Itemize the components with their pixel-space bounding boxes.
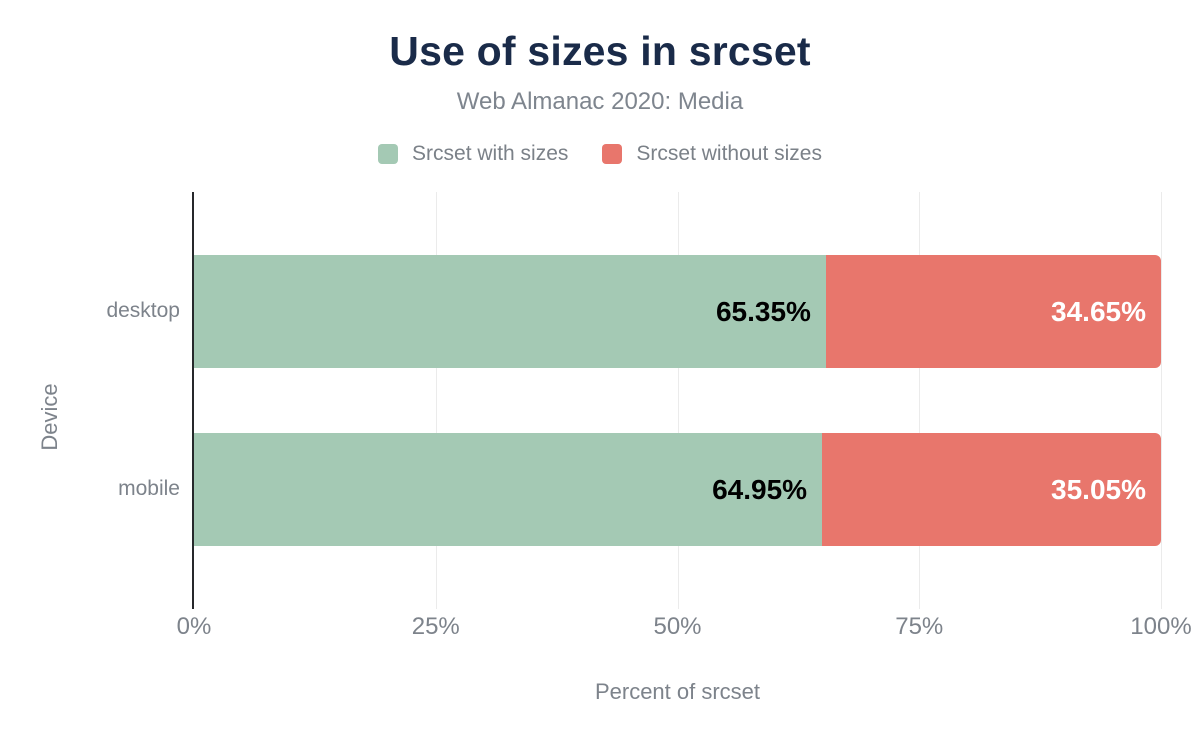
- x-tick-100: 100%: [1130, 613, 1192, 640]
- legend-item-srcset-without-sizes[interactable]: Srcset without sizes: [602, 142, 822, 166]
- bar-desktop-srcset-without-sizes[interactable]: 34.65%: [825, 255, 1161, 368]
- gridline-75: [919, 192, 921, 609]
- x-tick-0: 0%: [176, 613, 212, 640]
- y-axis-title: Device: [37, 383, 62, 451]
- x-tick-25: 25%: [411, 613, 460, 640]
- x-axis-ticks: 0% 25% 50% 75% 100%: [177, 613, 1192, 643]
- plot-area: 65.35% 34.65% 64.95% 35.05%: [192, 192, 1162, 609]
- gridline-25: [435, 192, 437, 609]
- x-axis-title: Percent of srcset: [594, 679, 761, 704]
- x-tick-75: 75%: [895, 613, 944, 640]
- legend-label: Srcset without sizes: [636, 142, 822, 165]
- legend-item-srcset-with-sizes[interactable]: Srcset with sizes: [378, 142, 568, 166]
- bar-value-label: 65.35%: [715, 295, 811, 327]
- bar-mobile-srcset-with-sizes[interactable]: 64.95%: [194, 433, 823, 546]
- bar-desktop-srcset-with-sizes[interactable]: 65.35%: [194, 255, 826, 368]
- gridline-50: [677, 192, 679, 609]
- legend-swatch-green-icon: [378, 144, 399, 164]
- bar-value-label: 35.05%: [1051, 473, 1146, 505]
- category-label-desktop: desktop: [106, 299, 180, 322]
- chart-title: Use of sizes in srcset: [389, 28, 811, 74]
- category-label-mobile: mobile: [118, 477, 180, 500]
- legend-swatch-red-icon: [602, 144, 623, 164]
- bar-value-label: 34.65%: [1051, 295, 1146, 327]
- bar-value-label: 64.95%: [712, 473, 808, 505]
- bar-row-mobile: 64.95% 35.05%: [194, 433, 1161, 546]
- legend: Srcset with sizes Srcset without sizes: [0, 142, 1200, 166]
- legend-label: Srcset with sizes: [412, 142, 569, 165]
- bar-mobile-srcset-without-sizes[interactable]: 35.05%: [822, 433, 1161, 546]
- gridline-100: [1161, 192, 1162, 609]
- bar-row-desktop: 65.35% 34.65%: [194, 255, 1161, 368]
- chart-subtitle: Web Almanac 2020: Media: [456, 88, 744, 115]
- x-tick-50: 50%: [653, 613, 702, 640]
